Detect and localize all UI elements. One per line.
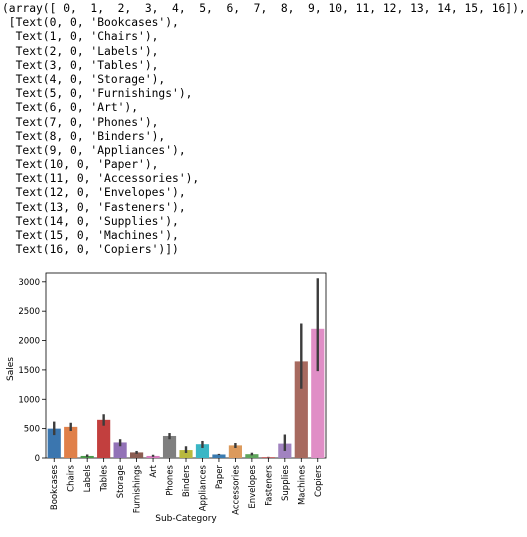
error-bars [53, 278, 319, 458]
bar-binders [179, 450, 193, 458]
bar-phones [162, 435, 177, 458]
bar-furnishings [130, 452, 144, 458]
output-line: Text(15, 0, 'Machines'), [2, 229, 179, 242]
output-line: Text(10, 0, 'Paper'), [2, 158, 159, 172]
output-line: Text(12, 0, 'Envelopes'), [2, 186, 186, 200]
y-tick-label: 1500 [18, 366, 40, 376]
bars [47, 328, 325, 458]
output-line: Text(16, 0, 'Copiers')]) [2, 243, 179, 257]
x-tick-label: Paper [215, 465, 225, 490]
x-tick-label: Art [149, 464, 159, 477]
plot-area-border [45, 272, 327, 459]
x-tick-label: Accessories [231, 464, 241, 514]
y-tick-label: 2500 [18, 307, 40, 317]
cell-output: (array([ 0, 1, 2, 3, 4, 5, 6, 7, 8, 9, 1… [2, 2, 526, 257]
bar-storage [113, 442, 127, 458]
y-tick-label: 0 [35, 454, 40, 464]
y-tick-label: 3000 [18, 278, 40, 288]
output-line: Text(8, 0, 'Binders'), [2, 129, 166, 143]
x-tick-label: Bookcases [50, 464, 60, 510]
y-axis-ticks: 0 500 1000 1500 2000 2500 3000 [18, 278, 46, 464]
bar-copiers [311, 328, 325, 458]
output-line: Text(5, 0, 'Furnishings'), [2, 87, 193, 101]
output-line: Text(11, 0, 'Accessories'), [2, 172, 200, 186]
output-line: Text(13, 0, 'Fasteners'), [2, 200, 186, 214]
bar-paper [212, 454, 226, 458]
output-line: (array([ 0, 1, 2, 3, 4, 5, 6, 7, 8, 9, 1… [2, 2, 526, 15]
bar-fasteners [261, 457, 275, 458]
bar-art [146, 455, 160, 458]
y-axis-label: Sales [6, 357, 16, 381]
x-tick-label: Fasteners [264, 464, 274, 505]
x-tick-label: Furnishings [133, 464, 143, 513]
bar-bookcases [47, 428, 61, 458]
x-tick-label: Phones [166, 464, 176, 495]
y-tick-label: 1000 [18, 395, 40, 405]
output-line: Text(2, 0, 'Labels'), [2, 44, 159, 58]
x-tick-label: Machines [297, 464, 307, 505]
x-tick-label: Tables [100, 464, 110, 492]
x-tick-label: Supplies [281, 464, 291, 501]
bar-tables [97, 419, 111, 458]
output-line: Text(6, 0, 'Art'), [2, 101, 139, 115]
x-tick-label: Chairs [67, 464, 77, 491]
output-line: Text(9, 0, 'Appliances'), [2, 143, 186, 157]
y-tick-label: 500 [24, 425, 40, 435]
x-tick-label: Labels [83, 464, 93, 492]
x-tick-label: Envelopes [248, 464, 258, 508]
bar-chairs [64, 426, 78, 458]
output-line: Text(3, 0, 'Tables'), [2, 58, 159, 72]
bar-accessories [228, 445, 242, 458]
plot-frame [45, 272, 327, 459]
bar-envelopes [245, 454, 259, 458]
output-line: Text(1, 0, 'Chairs'), [2, 30, 159, 44]
x-axis-label: Sub-Category [155, 514, 217, 524]
output-line: Text(14, 0, 'Supplies'), [2, 214, 179, 228]
output-line: Text(4, 0, 'Storage'), [2, 72, 166, 86]
bar-appliances [195, 444, 210, 458]
output-line: Text(7, 0, 'Phones'), [2, 115, 159, 129]
bar-machines [294, 361, 308, 458]
x-tick-label: Copiers [314, 464, 324, 497]
x-tick-label: Appliances [198, 464, 208, 511]
x-tick-label: Binders [182, 464, 192, 497]
x-tick-label: Storage [116, 465, 126, 498]
x-axis-ticks: Bookcases Chairs Labels Tables Storage Furnis… [50, 458, 324, 515]
output-line: [Text(0, 0, 'Bookcases'), [2, 16, 179, 30]
y-tick-label: 2000 [18, 337, 40, 347]
